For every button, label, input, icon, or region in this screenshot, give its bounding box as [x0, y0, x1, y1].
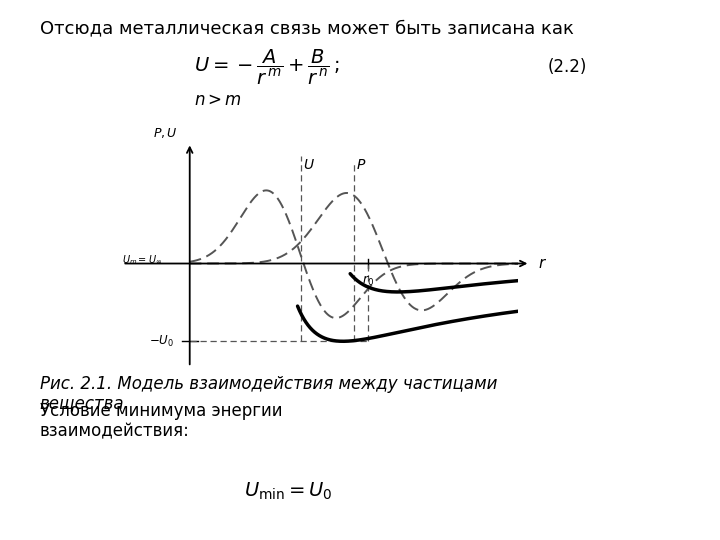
Text: $U_{m}=U_{\infty}$: $U_{m}=U_{\infty}$	[122, 253, 163, 267]
Text: Условие минимума энергии: Условие минимума энергии	[40, 402, 282, 420]
Text: взаимодействия:: взаимодействия:	[40, 422, 189, 440]
Text: Рис. 2.1. Модель взаимодействия между частицами: Рис. 2.1. Модель взаимодействия между ча…	[40, 375, 497, 393]
Text: $P$: $P$	[356, 158, 366, 172]
Text: $r_0$: $r_0$	[362, 274, 374, 288]
Text: $-U_0$: $-U_0$	[149, 334, 174, 349]
Text: $P,U$: $P,U$	[153, 126, 178, 140]
Text: $r$: $r$	[539, 256, 547, 271]
Text: $U_{\mathrm{min}} = U_0$: $U_{\mathrm{min}} = U_0$	[244, 481, 332, 502]
Text: $\it{U} = -\dfrac{\it{A}}{\it{r}^{\,m}} + \dfrac{\it{B}}{\it{r}^{\,n}}\,;$: $\it{U} = -\dfrac{\it{A}}{\it{r}^{\,m}} …	[194, 48, 339, 87]
Text: $U$: $U$	[303, 158, 315, 172]
Text: вещества: вещества	[40, 394, 125, 412]
Text: Отсюда металлическая связь может быть записана как: Отсюда металлическая связь может быть за…	[40, 19, 573, 37]
Text: (2.2): (2.2)	[547, 58, 587, 77]
Text: $\it{n} > \it{m}$: $\it{n} > \it{m}$	[194, 91, 243, 109]
